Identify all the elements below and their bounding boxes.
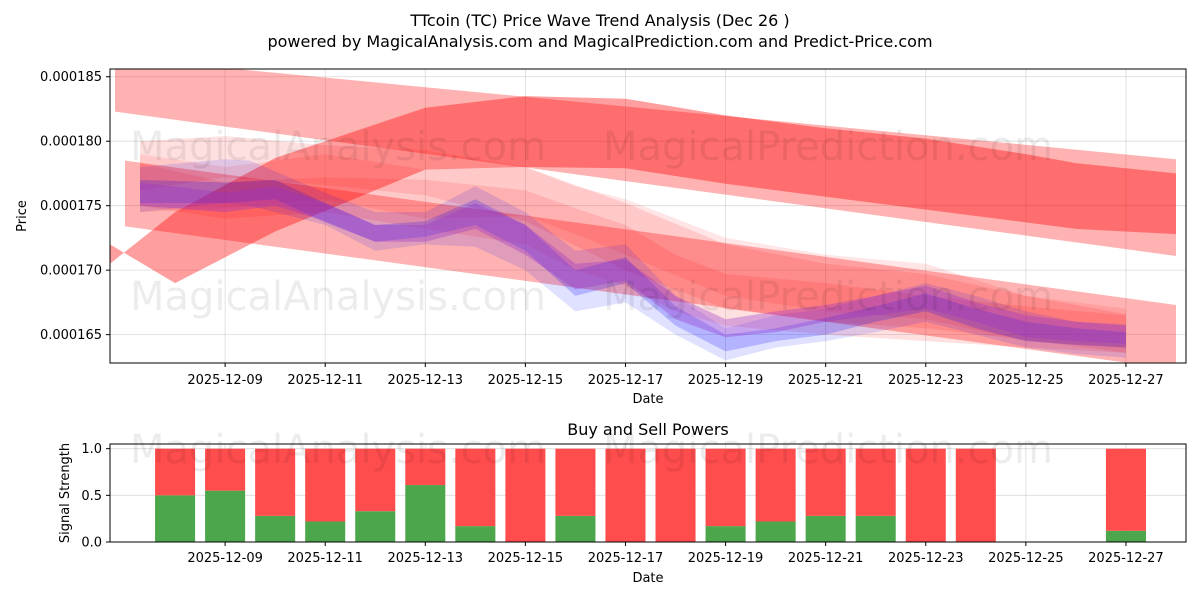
sell-bar — [905, 448, 946, 542]
price-x-label: Date — [632, 392, 663, 407]
y-tick-label: 0.000180 — [40, 135, 102, 150]
x-tick-label: 2025-12-19 — [688, 373, 764, 388]
buy-bar — [1105, 530, 1146, 542]
band-upper-trend-channel — [115, 69, 1176, 256]
buy-bar — [305, 521, 346, 542]
x-tick-label: 2025-12-21 — [788, 551, 864, 566]
sell-bar — [1105, 448, 1146, 531]
price-y-label: Price — [15, 200, 30, 232]
x-tick-label: 2025-12-15 — [488, 373, 564, 388]
signal-x-ticks: 2025-12-09 2025-12-11 2025-12-13 2025-12-15… — [187, 542, 1164, 566]
price-x-ticks: 2025-12-09 2025-12-11 2025-12-13 2025-12-15… — [187, 363, 1164, 388]
buy-bar — [555, 515, 596, 542]
buy-bar — [705, 526, 746, 542]
x-tick-label: 2025-12-13 — [388, 551, 464, 566]
band-lower-trend-channel — [125, 160, 1176, 363]
price-panel: MagicalAnalysis.com MagicalPrediction.com… — [15, 68, 1187, 407]
price-watermarks: MagicalAnalysis.com MagicalPrediction.com… — [130, 124, 1053, 320]
y-tick-label: 0.0 — [81, 536, 102, 551]
buy-bar — [455, 526, 496, 542]
y-tick-label: 0.5 — [81, 489, 102, 504]
sell-bar — [755, 448, 796, 522]
watermark: MagicalAnalysis.com — [130, 274, 546, 320]
band-pink-wave-3 — [140, 163, 1126, 353]
buy-bar — [205, 490, 246, 542]
signal-plot-frame — [109, 443, 1187, 543]
sell-bar — [605, 448, 646, 542]
buy-bar — [805, 515, 846, 542]
x-tick-label: 2025-12-23 — [888, 373, 964, 388]
signal-y-label: Signal Strength — [58, 443, 73, 543]
watermark: MagicalPrediction.com — [603, 274, 1053, 320]
y-tick-label: 0.000185 — [40, 70, 102, 85]
buy-bar — [355, 511, 396, 542]
buy-bar — [155, 495, 196, 542]
signal-title: Buy and Sell Powers — [567, 420, 729, 439]
signal-bars — [155, 448, 1146, 542]
x-tick-label: 2025-12-17 — [588, 551, 664, 566]
buy-bar — [755, 521, 796, 542]
x-tick-label: 2025-12-19 — [688, 551, 764, 566]
watermark: MagicalAnalysis.com — [130, 124, 546, 170]
x-tick-label: 2025-12-09 — [187, 373, 263, 388]
band-purple-wave — [140, 182, 1126, 344]
x-tick-label: 2025-12-15 — [488, 551, 564, 566]
band-pink-wave-2 — [140, 154, 1126, 348]
x-tick-label: 2025-12-25 — [988, 373, 1064, 388]
x-tick-label: 2025-12-27 — [1088, 373, 1164, 388]
band-pink-wave-1 — [140, 136, 1126, 353]
x-tick-label: 2025-12-11 — [287, 551, 363, 566]
y-tick-label: 0.000165 — [40, 328, 102, 343]
price-bands — [110, 69, 1176, 363]
chart-title: TTcoin (TC) Price Wave Trend Analysis (D… — [409, 11, 789, 30]
band-blue-wave-inner — [140, 179, 1126, 352]
x-tick-label: 2025-12-11 — [287, 373, 363, 388]
watermark: MagicalAnalysis.com — [130, 427, 546, 473]
buy-bar — [255, 515, 296, 542]
sell-bar — [305, 448, 346, 522]
x-tick-label: 2025-12-17 — [588, 373, 664, 388]
watermark: MagicalPrediction.com — [603, 427, 1053, 473]
band-blue-wave-outer — [140, 159, 1126, 361]
sell-bar — [855, 448, 896, 516]
watermark: MagicalPrediction.com — [603, 124, 1053, 170]
band-rising-then-falling-channel — [110, 96, 1176, 284]
sell-bar — [955, 448, 996, 542]
sell-bar — [155, 448, 196, 496]
x-tick-label: 2025-12-27 — [1088, 551, 1164, 566]
sell-bar — [205, 448, 246, 491]
signal-y-ticks: 0.0 0.5 1.0 — [81, 442, 110, 551]
price-y-ticks: 0.000165 0.000170 0.000175 0.000180 0.000185 — [40, 70, 110, 343]
signal-x-label: Date — [632, 571, 663, 586]
price-grid — [110, 69, 1186, 363]
signal-watermarks: MagicalAnalysis.com MagicalPrediction.com — [130, 427, 1053, 473]
sell-bar — [505, 448, 546, 542]
y-tick-label: 1.0 — [81, 442, 102, 457]
x-tick-label: 2025-12-25 — [988, 551, 1064, 566]
x-tick-label: 2025-12-09 — [187, 551, 263, 566]
x-tick-label: 2025-12-13 — [388, 373, 464, 388]
y-tick-label: 0.000170 — [40, 264, 102, 279]
sell-bar — [355, 448, 396, 512]
signal-panel: Buy and Sell Powers MagicalAnalysis.com M… — [58, 420, 1187, 586]
sell-bar — [255, 448, 296, 516]
x-tick-label: 2025-12-21 — [788, 373, 864, 388]
x-tick-label: 2025-12-23 — [888, 551, 964, 566]
y-tick-label: 0.000175 — [40, 199, 102, 214]
sell-bar — [405, 448, 446, 486]
chart-subtitle: powered by MagicalAnalysis.com and Magic… — [267, 32, 932, 51]
sell-bar — [705, 448, 746, 527]
sell-bar — [555, 448, 596, 516]
sell-bar — [655, 448, 696, 542]
buy-bar — [405, 485, 446, 542]
sell-bar — [455, 448, 496, 527]
sell-bar — [805, 448, 846, 516]
buy-bar — [855, 515, 896, 542]
price-plot-frame — [109, 68, 1187, 364]
